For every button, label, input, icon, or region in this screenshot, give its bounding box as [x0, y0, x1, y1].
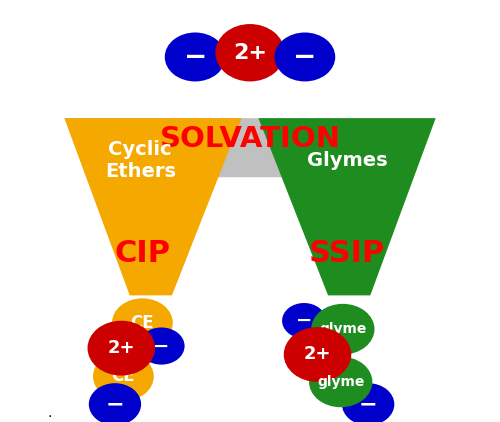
Ellipse shape [138, 327, 184, 365]
Ellipse shape [93, 352, 154, 401]
Text: Glymes: Glymes [306, 151, 388, 170]
Ellipse shape [165, 32, 226, 81]
Polygon shape [64, 118, 436, 177]
Text: Cyclic
Ethers: Cyclic Ethers [105, 140, 176, 181]
Ellipse shape [112, 298, 173, 347]
Text: 2+: 2+ [304, 346, 332, 363]
Ellipse shape [284, 327, 352, 382]
Text: −: − [184, 43, 207, 71]
Text: CE: CE [130, 314, 154, 332]
Text: CE: CE [112, 368, 135, 385]
Polygon shape [258, 118, 436, 295]
Text: 2+: 2+ [108, 339, 135, 357]
Ellipse shape [309, 357, 372, 407]
Text: 2+: 2+ [233, 43, 267, 63]
Text: .: . [48, 406, 52, 420]
Ellipse shape [282, 303, 326, 338]
Text: −: − [106, 394, 124, 414]
Ellipse shape [342, 383, 394, 422]
Text: −: − [359, 394, 378, 414]
Ellipse shape [88, 321, 155, 376]
Ellipse shape [89, 383, 141, 422]
Text: −: − [153, 336, 170, 356]
Text: −: − [293, 43, 316, 71]
Text: SOLVATION: SOLVATION [160, 125, 340, 153]
Text: glyme: glyme [317, 375, 364, 389]
Ellipse shape [311, 304, 374, 354]
Ellipse shape [274, 32, 335, 81]
Text: −: − [296, 311, 312, 330]
Polygon shape [64, 118, 242, 295]
Text: CIP: CIP [114, 239, 170, 268]
Ellipse shape [216, 24, 284, 81]
Text: SSIP: SSIP [309, 239, 385, 268]
Text: glyme: glyme [319, 322, 366, 336]
